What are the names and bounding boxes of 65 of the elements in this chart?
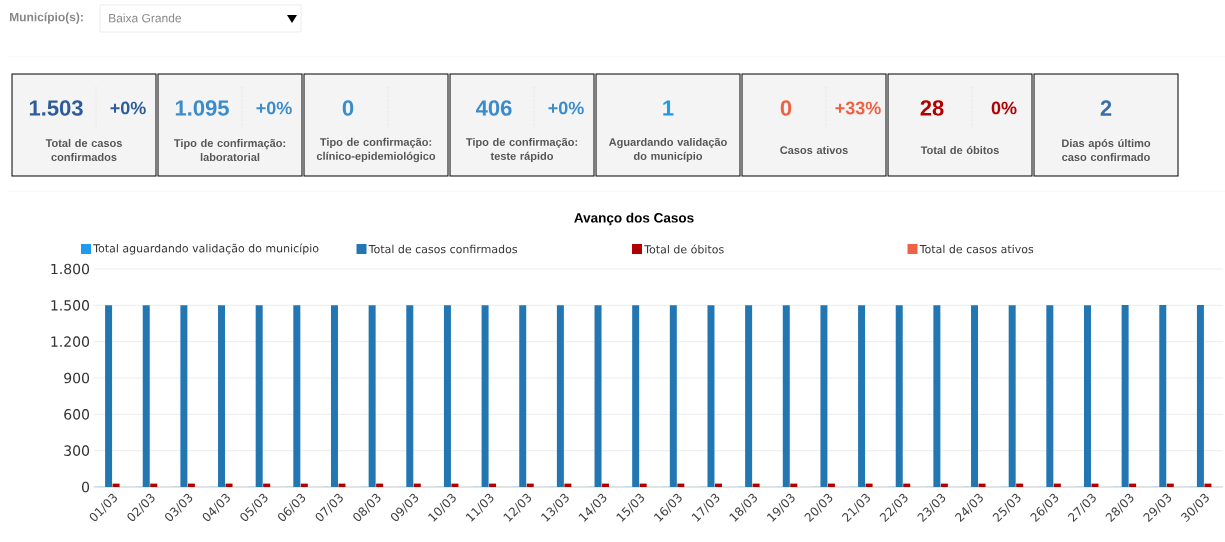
bar: [406, 305, 414, 487]
bar: [594, 305, 602, 487]
text: Tipo de confirmação: laboratorial: [174, 138, 286, 162]
text: 0: [342, 100, 354, 116]
text: Tipo de confirmação: clínico-epidemiológico: [316, 137, 436, 163]
bar: [519, 305, 527, 487]
y-tick-label: 1.500: [51, 300, 90, 311]
bar: [1046, 305, 1054, 487]
bar: [330, 305, 338, 487]
bar: [707, 305, 715, 487]
text: Total de óbitos: [920, 145, 999, 155]
legend-label: Total de casos confirmados: [368, 244, 518, 254]
bar: [933, 305, 941, 487]
text: 0: [780, 100, 792, 116]
text: Município(s):: [10, 12, 83, 24]
text: 28: [920, 100, 944, 116]
text: 1.503: [29, 100, 83, 116]
bar: [971, 305, 979, 487]
y-tick-label: 1.200: [51, 336, 90, 347]
y-tick-label: 600: [64, 409, 90, 420]
text: 1.095: [175, 100, 229, 116]
bar: [481, 305, 489, 487]
legend-label: Total aguardando validação do município: [93, 243, 319, 255]
bar: [820, 305, 828, 487]
bar: [782, 305, 790, 487]
bar: [1008, 305, 1016, 487]
text: +33%: [835, 101, 881, 115]
bar: [368, 305, 376, 487]
bar: [1121, 304, 1129, 487]
text: Total de casos confirmados: [45, 138, 122, 162]
bar: [255, 305, 263, 487]
bar: [1196, 304, 1204, 487]
bar: [556, 305, 564, 487]
text: Dias após último caso confirmado: [1062, 138, 1151, 162]
bar: [218, 305, 226, 487]
bar: [1083, 305, 1091, 487]
text: Aguardando validação do município: [608, 137, 727, 163]
text: Casos ativos: [780, 145, 848, 155]
text: 2: [1100, 100, 1112, 116]
bar: [745, 305, 753, 487]
chart-title: Avanço dos Casos: [574, 212, 694, 226]
y-tick-label: 1.800: [51, 263, 90, 275]
text: 0%: [991, 101, 1017, 115]
text: +0%: [110, 101, 146, 115]
text: +0%: [548, 101, 584, 115]
bar: [1159, 304, 1167, 487]
bar: [669, 305, 677, 487]
text: 406: [475, 100, 512, 116]
bar: [858, 305, 866, 487]
bar: [895, 305, 903, 487]
text: Tipo de confirmação: teste rápido: [466, 137, 578, 163]
legend-label: Total de casos ativos: [919, 244, 1034, 254]
bar: [443, 305, 451, 487]
text: +0%: [256, 101, 292, 115]
bar: [105, 305, 113, 487]
legend-label: Total de óbitos: [644, 244, 724, 254]
y-tick-label: 0: [81, 481, 90, 493]
bar: [632, 305, 640, 487]
y-tick-label: 300: [64, 445, 90, 456]
y-tick-label: 900: [64, 372, 90, 384]
bar: [180, 305, 188, 487]
text: Baixa Grande: [109, 13, 182, 23]
bar: [142, 305, 150, 487]
text: 1: [663, 100, 674, 116]
bar: [293, 305, 301, 487]
